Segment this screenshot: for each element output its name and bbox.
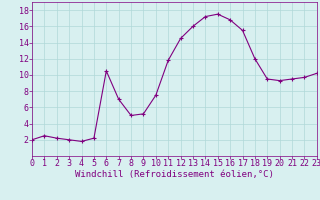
X-axis label: Windchill (Refroidissement éolien,°C): Windchill (Refroidissement éolien,°C) — [75, 170, 274, 179]
